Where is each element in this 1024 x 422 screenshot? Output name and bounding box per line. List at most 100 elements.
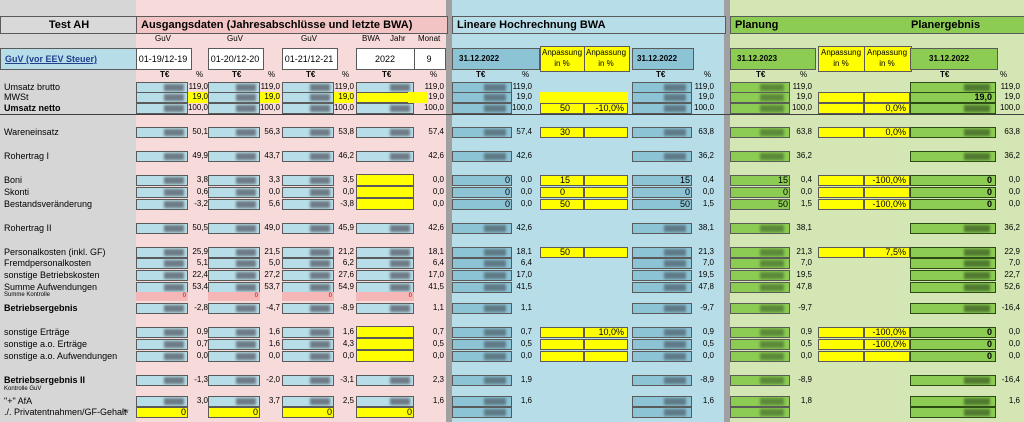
source-input-cell[interactable] [356, 174, 414, 186]
lin-value-cell[interactable] [452, 247, 512, 258]
bwa-year-cell[interactable]: 2022 [356, 48, 416, 70]
adj2-input[interactable] [584, 127, 628, 138]
adj2-input[interactable] [584, 339, 628, 350]
lin-value-cell[interactable] [452, 375, 512, 386]
plan-result-cell[interactable] [910, 199, 996, 210]
source-value-cell[interactable] [282, 151, 334, 162]
lin-result-cell[interactable] [632, 92, 692, 103]
plan-result-cell[interactable] [910, 187, 996, 198]
plan-result-cell[interactable] [910, 375, 996, 386]
plan-adj1-input[interactable] [818, 247, 864, 258]
source-value-cell[interactable] [282, 127, 334, 138]
lin-result-cell[interactable] [632, 127, 692, 138]
source-value-cell[interactable] [208, 187, 260, 198]
lin-result-cell[interactable] [632, 247, 692, 258]
lin-result-cell[interactable] [632, 396, 692, 407]
source-value-cell[interactable] [208, 223, 260, 234]
plan-adj2-input[interactable] [864, 92, 910, 103]
lin-value-cell[interactable] [452, 270, 512, 281]
plan-adj2-input[interactable] [864, 175, 910, 186]
adj2-input[interactable] [584, 247, 628, 258]
lin-result-cell[interactable] [632, 351, 692, 362]
lin-result-cell[interactable] [632, 282, 692, 293]
plan-adj2-input[interactable] [864, 103, 910, 114]
lin-result-cell[interactable] [632, 151, 692, 162]
source-input-cell[interactable] [356, 198, 414, 210]
plan-result-cell[interactable] [910, 247, 996, 258]
period3-cell[interactable]: 01-21/12-21 [282, 48, 338, 70]
lin-result-cell[interactable] [632, 327, 692, 338]
source-value-cell[interactable] [282, 327, 334, 338]
plan-result-cell[interactable] [910, 270, 996, 281]
lin-value-cell[interactable] [452, 407, 512, 418]
plan-result-cell[interactable] [910, 92, 996, 103]
source-value-cell[interactable] [356, 223, 414, 234]
lin-result-cell[interactable] [632, 375, 692, 386]
adj2-input[interactable] [584, 351, 628, 362]
source-value-cell[interactable] [208, 351, 260, 362]
plan-result-cell[interactable] [910, 258, 996, 269]
plan-adj1-input[interactable] [818, 175, 864, 186]
lin-value-cell[interactable] [452, 351, 512, 362]
source-value-cell[interactable] [282, 375, 334, 386]
source-value-cell[interactable] [208, 127, 260, 138]
plan-adj1-input[interactable] [818, 351, 864, 362]
plan-adj1-input[interactable] [818, 103, 864, 114]
source-value-cell[interactable] [136, 175, 188, 186]
source-value-cell[interactable] [282, 351, 334, 362]
plan-value-cell[interactable] [730, 199, 790, 210]
adj1-input[interactable] [540, 127, 584, 138]
source-value-cell[interactable] [136, 103, 188, 114]
adj2-input[interactable] [584, 103, 628, 114]
lin-result-cell[interactable] [632, 270, 692, 281]
plan-adj2-input[interactable] [864, 187, 910, 198]
source-value-cell[interactable] [356, 151, 414, 162]
source-value-cell[interactable] [356, 396, 414, 407]
source-value-cell[interactable] [136, 223, 188, 234]
lin-value-cell[interactable] [452, 199, 512, 210]
source-value-cell[interactable] [208, 303, 260, 314]
source-value-cell[interactable] [136, 92, 188, 103]
lin-result-cell[interactable] [632, 407, 692, 418]
plan-adj1-input[interactable] [818, 199, 864, 210]
plan-result-cell[interactable] [910, 127, 996, 138]
source-value-cell[interactable] [136, 127, 188, 138]
lin-result-cell[interactable] [632, 339, 692, 350]
lin-value-cell[interactable] [452, 282, 512, 293]
lin-result-cell[interactable] [632, 103, 692, 114]
source-value-cell[interactable] [356, 258, 414, 269]
source-value-cell[interactable] [208, 175, 260, 186]
adj2-input[interactable] [584, 199, 628, 210]
bwa-month-cell[interactable]: 9 [414, 48, 446, 70]
source-value-cell[interactable] [136, 199, 188, 210]
plan-result-cell[interactable] [910, 339, 996, 350]
source-value-cell[interactable] [356, 407, 414, 418]
plan-adj2-input[interactable] [864, 327, 910, 338]
source-value-cell[interactable] [208, 103, 260, 114]
adj1-input[interactable] [540, 103, 584, 114]
adj1-input[interactable] [540, 199, 584, 210]
source-value-cell[interactable] [208, 339, 260, 350]
source-value-cell[interactable] [136, 270, 188, 281]
lin-value-cell[interactable] [452, 151, 512, 162]
lin-result-cell[interactable] [632, 303, 692, 314]
source-value-cell[interactable] [356, 127, 414, 138]
adj1-input[interactable] [540, 351, 584, 362]
plan-adj1-input[interactable] [818, 327, 864, 338]
plan-adj1-input[interactable] [818, 339, 864, 350]
lin-result-cell[interactable] [632, 223, 692, 234]
source-value-cell[interactable] [208, 375, 260, 386]
source-value-cell[interactable] [136, 327, 188, 338]
source-input-cell[interactable] [356, 350, 414, 362]
adj2-input[interactable] [584, 327, 628, 338]
lin-value-cell[interactable] [452, 339, 512, 350]
adj2-input[interactable] [584, 187, 628, 198]
plan-value-cell[interactable] [730, 187, 790, 198]
source-value-cell[interactable] [208, 247, 260, 258]
source-value-cell[interactable] [208, 270, 260, 281]
source-value-cell[interactable] [356, 92, 414, 103]
adj2-input[interactable] [584, 175, 628, 186]
source-value-cell[interactable] [282, 199, 334, 210]
source-value-cell[interactable] [136, 396, 188, 407]
lin-value-cell[interactable] [452, 103, 512, 114]
